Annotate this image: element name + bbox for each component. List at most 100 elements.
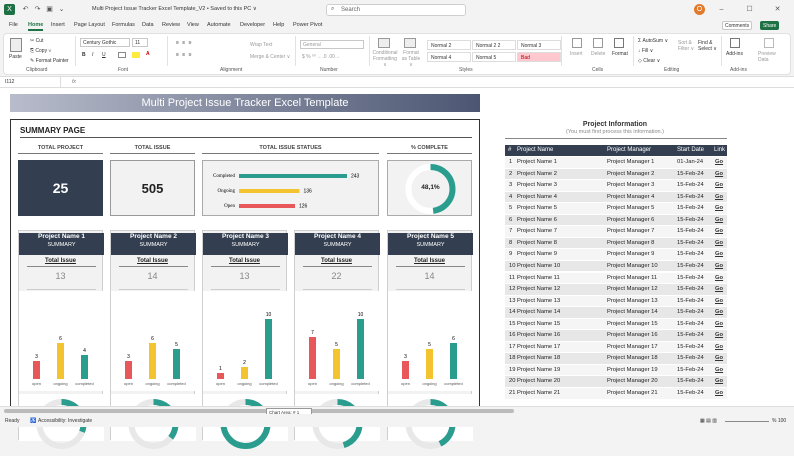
- accessibility-status[interactable]: Accessibility: Investigate: [38, 418, 93, 424]
- menu-review[interactable]: Review: [162, 22, 181, 28]
- style-bad[interactable]: Bad: [517, 52, 561, 62]
- menu-developer[interactable]: Developer: [240, 22, 266, 28]
- project-bar-chart[interactable]: 3 open 6 ongoing 4 completed: [19, 291, 104, 391]
- zoom-level[interactable]: % 100: [772, 418, 787, 424]
- row-go-link[interactable]: Go: [715, 193, 724, 200]
- conditional-formatting-icon[interactable]: [378, 38, 390, 48]
- row-go-link[interactable]: Go: [715, 378, 724, 385]
- name-box[interactable]: I112: [5, 79, 15, 85]
- style-normal-2[interactable]: Normal 2: [427, 40, 471, 50]
- row-go-link[interactable]: Go: [715, 297, 724, 304]
- maximize-icon[interactable]: ☐: [746, 6, 753, 13]
- align-top-icons[interactable]: ≡ ≡ ≡: [176, 40, 193, 46]
- row-go-link[interactable]: Go: [715, 228, 724, 235]
- paste-icon[interactable]: [10, 38, 22, 52]
- align-left-icons[interactable]: ≡ ≡ ≡: [176, 52, 193, 58]
- insert-icon[interactable]: [572, 38, 582, 48]
- menu-formulas[interactable]: Formulas: [112, 22, 135, 28]
- format-button[interactable]: Format: [612, 51, 628, 57]
- row-go-link[interactable]: Go: [715, 286, 724, 293]
- menu-power-pivot[interactable]: Power Pivot: [293, 22, 323, 28]
- complete-chart[interactable]: 48,1%: [387, 160, 472, 216]
- redo-icon[interactable]: ↷: [34, 6, 41, 13]
- row-go-link[interactable]: Go: [715, 320, 724, 327]
- share-button[interactable]: Share: [760, 21, 780, 30]
- menu-page-layout[interactable]: Page Layout: [74, 22, 105, 28]
- paste-button[interactable]: Paste: [9, 54, 22, 60]
- number-format-icons[interactable]: $ % ⁰⁰ ←.0 .00→: [302, 54, 340, 60]
- menu-automate[interactable]: Automate: [207, 22, 231, 28]
- row-go-link[interactable]: Go: [715, 182, 724, 189]
- menu-view[interactable]: View: [187, 22, 199, 28]
- italic-button[interactable]: I: [92, 52, 94, 58]
- horizontal-scrollbar[interactable]: [0, 406, 794, 414]
- view-icons[interactable]: ▦ ▤ ▥: [700, 418, 717, 424]
- delete-button[interactable]: Delete: [591, 51, 606, 57]
- row-go-link[interactable]: Go: [715, 343, 724, 350]
- formula-input[interactable]: [90, 78, 790, 87]
- row-go-link[interactable]: Go: [715, 159, 724, 165]
- clear-button[interactable]: ◇ Clear ∨: [638, 58, 660, 64]
- preview-data-icon[interactable]: [764, 38, 774, 48]
- font-name-select[interactable]: Century Gothic: [80, 38, 130, 47]
- autosum-button[interactable]: Σ AutoSum ∨: [638, 38, 668, 44]
- font-color-icon[interactable]: A: [146, 51, 150, 57]
- number-format-select[interactable]: General: [300, 40, 364, 49]
- style-normal-2-2[interactable]: Normal 2 2: [472, 40, 516, 50]
- addins-button[interactable]: Add-ins: [726, 51, 743, 57]
- row-go-link[interactable]: Go: [715, 262, 724, 269]
- fill-button[interactable]: ↓ Fill ∨: [638, 48, 653, 54]
- comments-button[interactable]: Comments: [722, 21, 753, 30]
- project-bar-chart[interactable]: 3 open 5 ongoing 6 completed: [388, 291, 473, 391]
- format-painter-button[interactable]: ✎ Format Painter: [30, 58, 69, 64]
- search-input[interactable]: Search: [326, 4, 466, 16]
- avatar[interactable]: O: [694, 4, 705, 15]
- row-go-link[interactable]: Go: [715, 274, 724, 281]
- addins-icon[interactable]: [730, 38, 740, 48]
- zoom-slider[interactable]: [725, 421, 769, 422]
- minimize-icon[interactable]: –: [719, 6, 724, 13]
- format-table-button[interactable]: Format as Table ∨: [401, 50, 421, 68]
- font-size-select[interactable]: 11: [132, 38, 148, 47]
- row-go-link[interactable]: Go: [715, 390, 724, 396]
- menu-data[interactable]: Data: [142, 22, 154, 28]
- style-normal-4[interactable]: Normal 4: [427, 52, 471, 62]
- format-table-icon[interactable]: [404, 38, 416, 48]
- row-go-link[interactable]: Go: [715, 239, 724, 246]
- undo-icon[interactable]: ↶: [22, 6, 29, 13]
- fill-color-icon[interactable]: [132, 52, 140, 58]
- style-normal-5[interactable]: Normal 5: [472, 52, 516, 62]
- delete-icon[interactable]: [593, 38, 603, 48]
- bold-button[interactable]: B: [82, 52, 86, 58]
- wrap-text-button[interactable]: Wrap Text: [250, 42, 273, 48]
- close-icon[interactable]: ✕: [774, 6, 781, 13]
- row-go-link[interactable]: Go: [715, 251, 724, 258]
- row-go-link[interactable]: Go: [715, 355, 724, 362]
- worksheet[interactable]: Multi Project Issue Tracker Excel Templa…: [0, 88, 794, 449]
- style-normal-3[interactable]: Normal 3: [517, 40, 561, 50]
- cut-button[interactable]: ✂ Cut: [30, 38, 43, 44]
- customize-toolbar-icon[interactable]: ⌄: [58, 6, 65, 13]
- project-bar-chart[interactable]: 7 open 5 ongoing 10 completed: [295, 291, 380, 391]
- row-go-link[interactable]: Go: [715, 216, 724, 223]
- row-go-link[interactable]: Go: [715, 366, 724, 373]
- insert-button[interactable]: Insert: [570, 51, 583, 57]
- menu-file[interactable]: File: [9, 22, 18, 28]
- scroll-thumb[interactable]: [4, 409, 514, 413]
- row-go-link[interactable]: Go: [715, 205, 724, 212]
- row-go-link[interactable]: Go: [715, 309, 724, 316]
- underline-button[interactable]: U: [102, 52, 106, 58]
- project-bar-chart[interactable]: 1 open 2 ongoing 10 completed: [203, 291, 288, 391]
- row-go-link[interactable]: Go: [715, 170, 724, 177]
- find-select-button[interactable]: Find & Select ∨: [698, 40, 717, 52]
- issue-status-chart[interactable]: Completed 243 Ongoing 136 Open 126: [202, 160, 379, 216]
- merge-center-button[interactable]: Merge & Center ∨: [250, 54, 291, 60]
- row-go-link[interactable]: Go: [715, 332, 724, 339]
- menu-insert[interactable]: Insert: [51, 22, 65, 28]
- copy-button[interactable]: ⎘ Copy ∨: [30, 48, 51, 54]
- conditional-formatting-button[interactable]: Conditional Formatting ∨: [372, 50, 398, 68]
- save-icon[interactable]: ▣: [46, 6, 53, 13]
- sort-filter-button[interactable]: Sort & Filter ∨: [678, 40, 695, 52]
- project-bar-chart[interactable]: 3 open 6 ongoing 5 completed: [111, 291, 196, 391]
- menu-help[interactable]: Help: [273, 22, 285, 28]
